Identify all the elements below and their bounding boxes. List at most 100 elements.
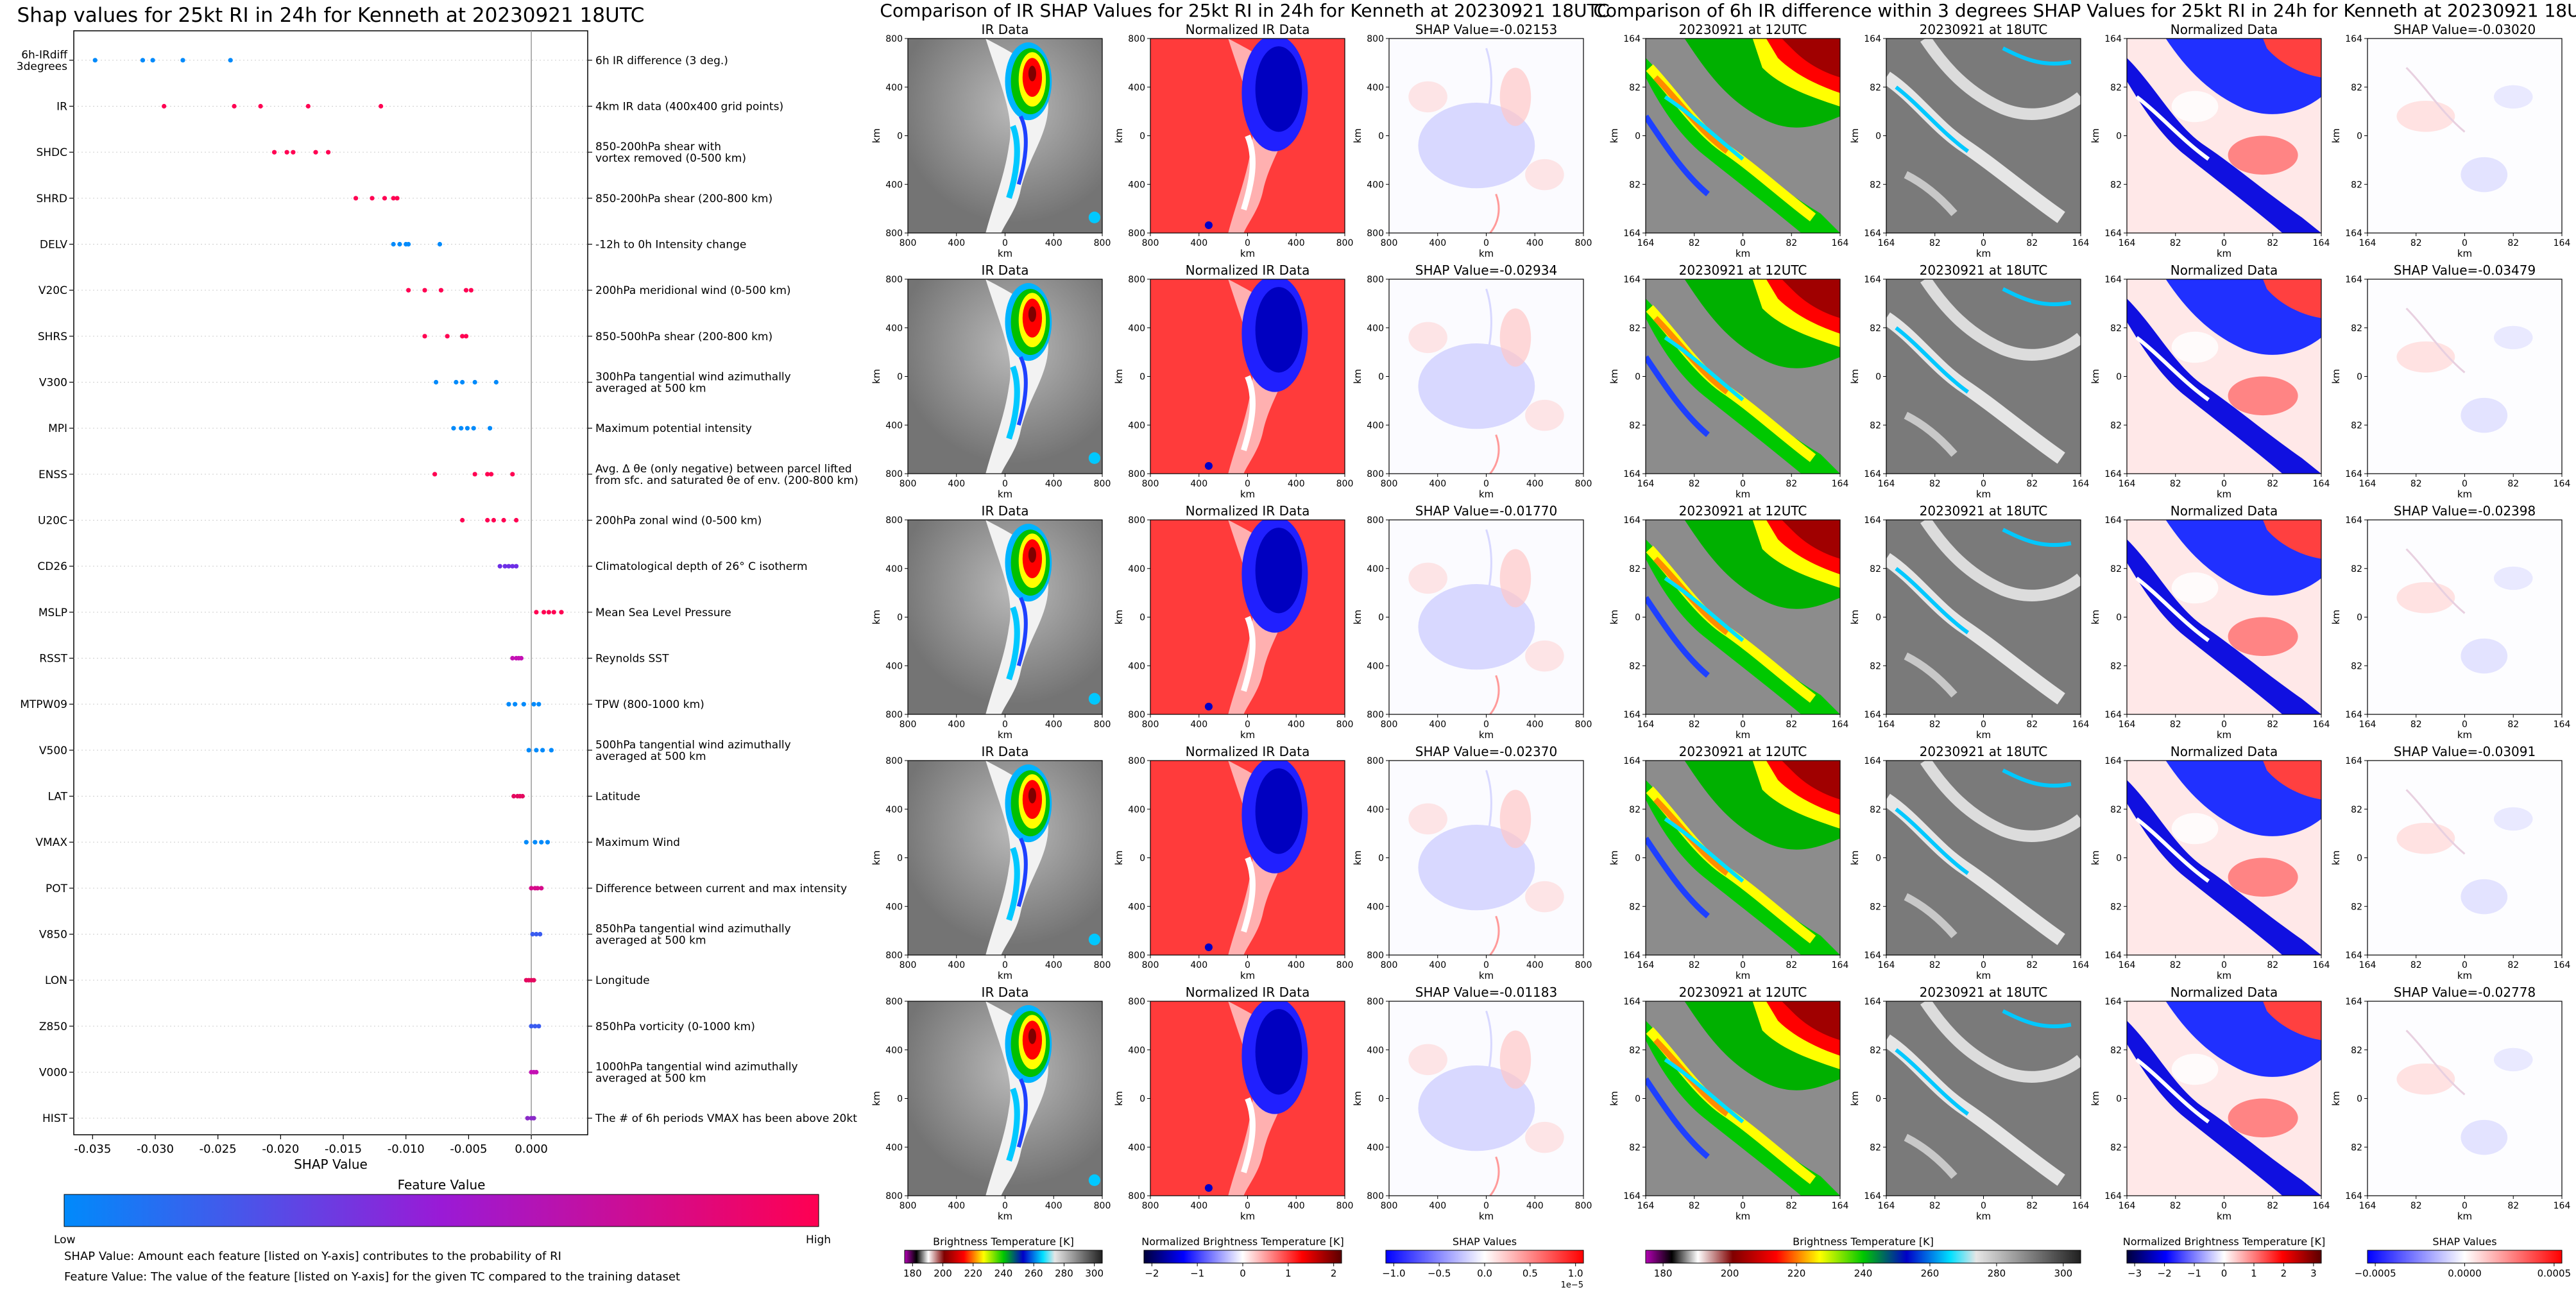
feature-description: Latitude [595,791,640,804]
panel-y-tick-label: 800 [885,997,903,1007]
panel-x-tick-label: 0 [2462,1201,2468,1211]
feature-description: 300hPa tangential wind azimuthally averag… [595,371,791,395]
panel-x-tick-label: 0 [1002,238,1008,248]
panel-y-tick-label: 800 [885,951,903,961]
shap-point [549,748,554,753]
panel-x-tick-label: 164 [2119,238,2136,248]
panel-y-tick-label: 800 [885,275,903,285]
panel-x-tick-label: 82 [1689,719,1700,730]
x-axis-label: SHAP Value [294,1157,368,1172]
panel-x-tick-label: 800 [1094,719,1111,730]
x-tick-label: -0.035 [74,1142,111,1156]
panel-x-tick-label: 0 [1740,960,1746,970]
panel-x-tick-label: 164 [2359,719,2376,730]
panel-x-tick-label: 800 [1336,238,1354,248]
panel-y-tick-label: 400 [1367,1142,1384,1153]
panel-x-tick-label: 0 [2462,719,2468,730]
panel-y-tick-label: 82 [1870,661,1881,671]
shap-point [506,702,511,707]
panel-y-tick-label: 82 [2351,1046,2362,1056]
colorbar-gradient [1385,1250,1584,1264]
shap-point [536,1024,542,1029]
panel-x-tick-label: 164 [2072,1201,2090,1211]
panel-y-tick-label: 82 [1629,323,1641,334]
feature-label: VMAX [35,836,67,849]
panel-x-tick-label: 400 [1045,1201,1062,1211]
panel-x-tick-label: 82 [2267,1201,2278,1211]
panel-y-tick-label: 400 [885,564,903,574]
panel-x-tick-label: 0 [2221,719,2227,730]
panel-title: 20230921 at 18UTC [1920,22,2048,37]
shap-point [232,103,237,109]
feature-description: Maximum Wind [595,836,680,849]
image-colorbar: Brightness Temperature [K] 180 200 220 240 26… [1645,1236,2081,1279]
panel-image [2367,279,2562,474]
panel-y-tick-label: 0 [2116,613,2122,623]
panel-title: SHAP Value=-0.01770 [1415,503,1557,519]
panel-x-tick-label: 400 [1045,238,1062,248]
panel-x-tick-label: 400 [1288,1201,1305,1211]
panel-y-axis-label: km [1113,128,1125,143]
shap-point [542,610,547,615]
panel-x-tick-label: 800 [900,479,917,489]
feature-description: Longitude [595,974,650,987]
shap-point [438,288,444,293]
panel-y-tick-label: 82 [2110,180,2122,190]
colorbar-tick-label: 280 [1988,1268,2006,1279]
panel-x-tick-label: 0 [1740,479,1746,489]
panel-y-tick-label: 164 [1623,1191,1641,1202]
colorbar-tick-label: 240 [1854,1268,1873,1279]
feature-description: Avg. Δ θe (only negative) between parcel… [595,463,858,487]
feature-label: IR [56,101,67,114]
panel-image [1886,761,2081,955]
shap-point [472,379,477,385]
panel-y-tick-label: 400 [1128,420,1145,431]
panel-y-tick-label: 400 [1367,83,1384,93]
panel-x-axis-label: km [1976,1210,1991,1222]
panel-title: SHAP Value=-0.02398 [2394,503,2536,519]
feature-label: MSLP [38,607,67,619]
image-colorbar: Normalized Brightness Temperature [K] −2 −… [1141,1236,1344,1279]
panel-title: IR Data [982,744,1029,759]
panel-y-tick-label: 82 [2351,180,2362,190]
panel-y-tick-label: 0 [1635,613,1641,623]
panel-x-tick-label: 164 [2313,238,2330,248]
panel-y-tick-label: 164 [2104,756,2122,766]
panel-y-tick-label: 82 [2110,420,2122,431]
panel-x-tick-label: 400 [1288,960,1305,970]
panel-x-tick-label: 0 [1483,1201,1489,1211]
shap-point [422,288,427,293]
panel-x-tick-label: 82 [2267,719,2278,730]
panel-x-tick-label: 164 [2359,1201,2376,1211]
shap-point [463,288,469,293]
panel-x-tick-label: 0 [1483,238,1489,248]
panel-y-tick-label: 0 [1139,132,1145,142]
panel-x-axis-label: km [1976,970,1991,981]
shap-point [472,472,477,477]
panel-x-tick-label: 0 [1002,960,1008,970]
panel-y-tick-label: 400 [1367,420,1384,431]
panel-x-tick-label: 164 [2313,719,2330,730]
panel-x-tick-label: 0 [2221,238,2227,248]
image-colorbar: SHAP Values −1.0 −0.5 0.0 0.5 1.01e−5 [1382,1236,1584,1290]
shap-point [162,103,167,109]
panel-x-tick-label: 800 [1142,479,1159,489]
panel-y-tick-label: 400 [1367,180,1384,190]
panel-y-tick-label: 164 [1864,469,1881,479]
panel-title: Normalized Data [2171,985,2278,1000]
panel-y-tick-label: 82 [1629,564,1641,574]
panel-x-tick-label: 0 [1981,719,1986,730]
shap-point [534,748,539,753]
panel-x-tick-label: 0 [1981,960,1986,970]
panel-x-axis-label: km [1240,970,1255,981]
panel-y-tick-label: 400 [1128,661,1145,671]
shap-point [493,379,499,385]
panel-x-tick-label: 400 [1190,960,1207,970]
panel-title: Normalized Data [2171,744,2278,759]
shap-point [460,334,465,339]
